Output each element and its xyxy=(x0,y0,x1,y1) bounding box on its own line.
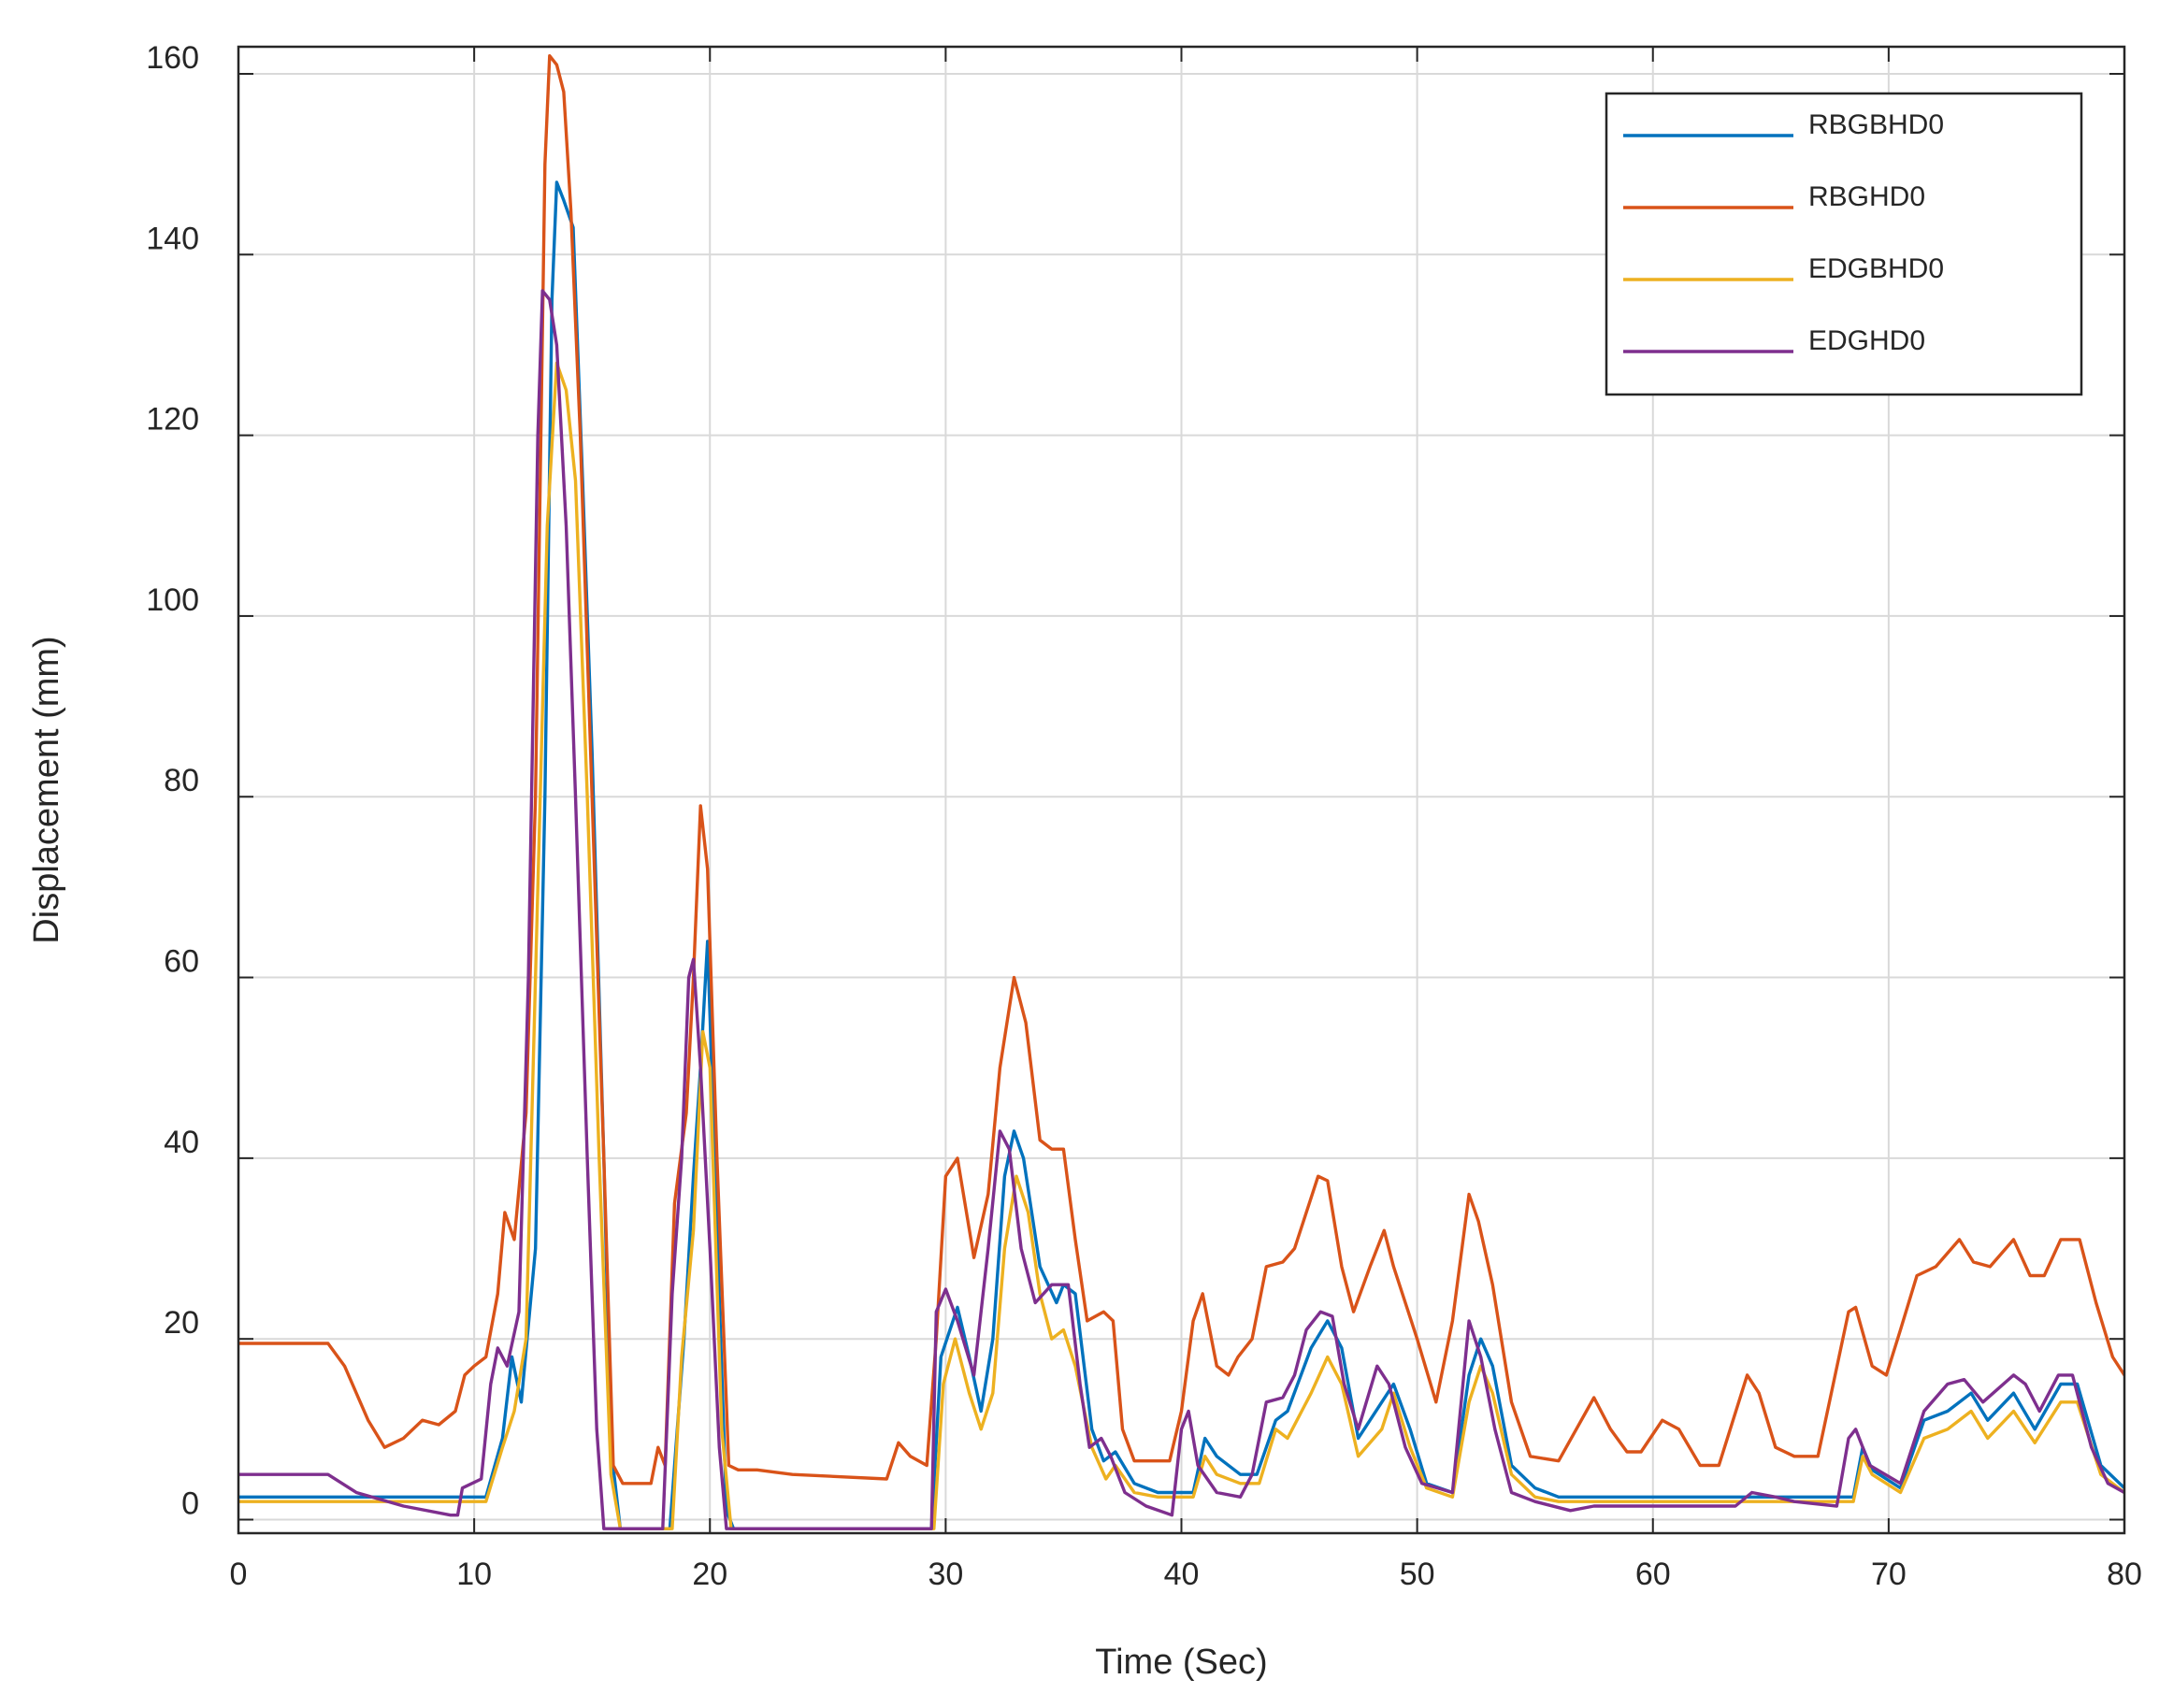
y-tick-label: 100 xyxy=(146,582,199,618)
series-line-edghd0 xyxy=(238,289,2124,1530)
tick-labels: 0 10 20 30 40 50 60 70 80 0 20 40 60 80 100 120 140 160 xyxy=(146,40,2142,1592)
axis-ticks xyxy=(237,47,2125,1533)
x-tick-label: 70 xyxy=(1871,1557,1907,1592)
legend-label: RBGHD0 xyxy=(1808,181,1925,212)
y-tick-label: 60 xyxy=(164,944,199,980)
legend-item: EDGHD0 xyxy=(1623,325,1925,356)
y-tick-label: 20 xyxy=(164,1305,199,1341)
y-tick-label: 0 xyxy=(181,1486,199,1522)
x-axis-label: Time (Sec) xyxy=(1095,1643,1267,1682)
x-tick-label: 30 xyxy=(928,1557,963,1592)
x-tick-label: 20 xyxy=(692,1557,727,1592)
x-tick-label: 10 xyxy=(456,1557,492,1592)
grid xyxy=(238,47,2124,1533)
legend-item: RBGBHD0 xyxy=(1623,109,1944,140)
x-tick-label: 60 xyxy=(1635,1557,1671,1592)
series-line-rbghd0 xyxy=(238,54,2124,1486)
legend: RBGBHD0 RBGHD0 EDGBHD0 EDGHD0 xyxy=(1605,92,2083,396)
x-tick-label: 0 xyxy=(230,1557,248,1592)
legend-items: RBGBHD0 RBGHD0 EDGBHD0 EDGHD0 xyxy=(1623,109,1944,356)
y-tick-label: 80 xyxy=(164,763,199,798)
legend-label: EDGBHD0 xyxy=(1808,253,1944,284)
legend-label: RBGBHD0 xyxy=(1808,109,1944,140)
y-tick-label: 140 xyxy=(146,221,199,256)
legend-item: EDGBHD0 xyxy=(1623,253,1944,284)
x-tick-label: 80 xyxy=(2107,1557,2142,1592)
y-tick-label: 40 xyxy=(164,1125,199,1160)
series-line-edgbhd0 xyxy=(238,361,2124,1530)
x-tick-label: 50 xyxy=(1400,1557,1435,1592)
y-tick-label: 120 xyxy=(146,402,199,438)
legend-box xyxy=(1605,92,2083,396)
y-tick-label: 160 xyxy=(146,40,199,76)
legend-item: RBGHD0 xyxy=(1623,181,1925,212)
legend-label: EDGHD0 xyxy=(1808,325,1925,356)
x-tick-label: 40 xyxy=(1164,1557,1200,1592)
y-axis-label: Displacement (mm) xyxy=(27,636,66,943)
plot-lines xyxy=(238,54,2124,1530)
